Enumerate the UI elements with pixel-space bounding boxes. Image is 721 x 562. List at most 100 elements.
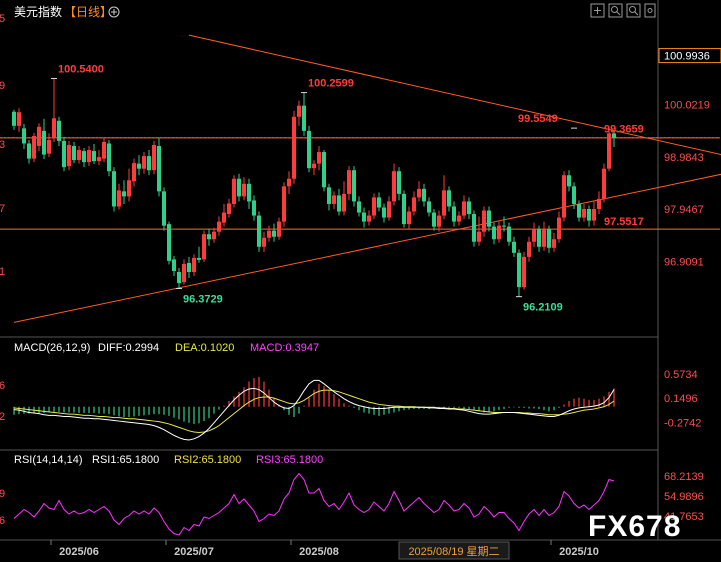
candle-body [37, 126, 41, 146]
candle [42, 118, 46, 160]
candle-body [437, 215, 441, 227]
candle [382, 203, 386, 223]
candle [442, 175, 446, 220]
cursor-date-box [398, 541, 510, 560]
candle [227, 198, 231, 218]
candle-body [192, 257, 196, 272]
candle [147, 150, 151, 176]
candle-body [367, 215, 371, 222]
candle [232, 175, 236, 208]
rsi-line [13, 472, 615, 536]
candle-body [312, 163, 316, 169]
crosshair-icon[interactable] [590, 3, 605, 18]
left-edge-digit: 3 [0, 139, 5, 151]
settings-icon[interactable] [644, 3, 656, 18]
candle-body [162, 191, 166, 226]
candle [52, 78, 56, 142]
candle-body [47, 139, 51, 154]
candle-body [252, 200, 256, 216]
candle [367, 210, 371, 226]
zoom-in-icon[interactable] [608, 3, 623, 18]
candle-body [472, 214, 476, 242]
candle-body [477, 231, 481, 242]
candle [512, 236, 516, 257]
candle [597, 191, 601, 215]
candle-body [562, 175, 566, 218]
candle [527, 236, 531, 262]
macd-dea-label: DEA:0.1020 [175, 342, 234, 354]
candle [22, 123, 26, 150]
candle-body [467, 201, 471, 215]
candle [152, 140, 156, 175]
candle [282, 182, 286, 227]
candle-body [612, 133, 616, 138]
candle [437, 210, 441, 232]
left-edge-digits: 5 9 3 7 1 6 2 9 6 3 [0, 0, 5, 527]
candle-body [422, 188, 426, 202]
macd-plot [13, 376, 615, 441]
candle [502, 216, 506, 232]
candle-body [277, 221, 281, 237]
candle [517, 249, 521, 297]
candle [552, 232, 556, 252]
candle [507, 222, 511, 246]
candle [357, 196, 361, 217]
candle [572, 182, 576, 209]
left-edge-digit: 1 [0, 266, 5, 278]
candle [87, 146, 91, 167]
candle-body [607, 133, 611, 169]
candle [72, 141, 76, 164]
candle [447, 186, 451, 212]
zoom-out-icon[interactable] [626, 3, 641, 18]
rsi-axis: 68.2139 54.9896 41.7653 [664, 471, 704, 523]
candle-body [102, 141, 106, 159]
candle-body [42, 130, 46, 155]
candle-body [72, 146, 76, 161]
candle-body [142, 156, 146, 169]
candle-body [127, 180, 131, 197]
candle [172, 255, 176, 277]
candle-body [152, 144, 156, 171]
candle [317, 146, 321, 171]
candle-body [167, 224, 171, 261]
candle-body [67, 144, 71, 167]
candle-body [357, 201, 361, 213]
current-price-box [658, 48, 721, 64]
candle-body [247, 183, 251, 202]
macd-value-label: MACD:0.3947 [250, 342, 319, 354]
candle-body [237, 178, 241, 197]
candle [537, 225, 541, 252]
candle-body [442, 190, 446, 216]
candle-body [362, 212, 366, 222]
candle-body [552, 239, 556, 248]
time-axis-label: 2025/08 [299, 546, 339, 558]
candle [452, 201, 456, 227]
plus-circle-icon[interactable] [108, 6, 120, 18]
candle-body [172, 259, 176, 271]
candle-body [377, 197, 381, 208]
price-axis-label: 100.0219 [664, 100, 710, 112]
candle [562, 171, 566, 222]
candle-body [117, 190, 121, 207]
price-axis: 101.0595100.9936100.021998.984397.946796… [658, 47, 721, 268]
candle [277, 217, 281, 240]
candle [567, 170, 571, 192]
candle [257, 211, 261, 252]
candle [372, 193, 376, 220]
left-edge-digit: 3 [0, 0, 5, 3]
candle-body [507, 226, 511, 242]
candle [157, 137, 161, 197]
candle [417, 181, 421, 202]
candle [472, 210, 476, 247]
price-axis-label: 100.9936 [664, 51, 710, 63]
candle [182, 259, 186, 285]
candle-body [592, 209, 596, 221]
candle [252, 195, 256, 221]
candle-body [302, 105, 306, 131]
candle [292, 110, 296, 184]
left-edge-digit: 6 [0, 380, 5, 392]
candle-body [502, 225, 506, 227]
candle-body [417, 188, 421, 198]
candle [297, 100, 301, 126]
